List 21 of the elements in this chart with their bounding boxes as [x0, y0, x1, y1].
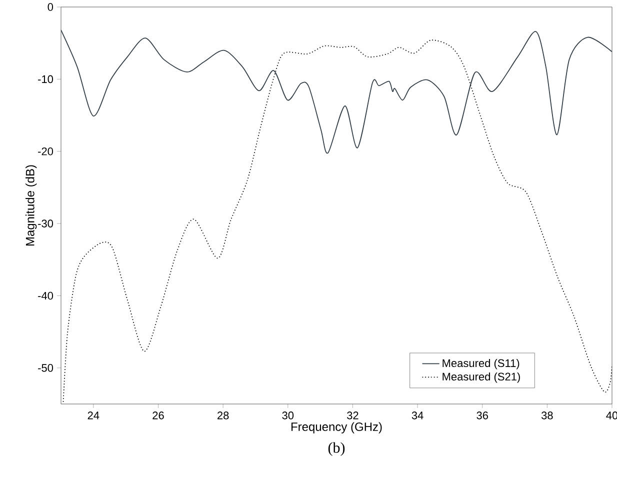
legend-label: Measured (S11): [442, 358, 520, 370]
y-tick-label: -10: [38, 75, 54, 84]
y-tick-label: -30: [38, 220, 54, 228]
y-axis-title: Magnitude (dB): [26, 165, 37, 246]
text: (b): [328, 442, 345, 456]
y-tick-label: -50: [38, 364, 54, 372]
y-tick-label: -40: [38, 292, 54, 300]
y-tick-label: 0: [48, 3, 54, 11]
x-tick-label: 30: [282, 412, 294, 420]
x-tick-label: 38: [541, 412, 553, 420]
x-tick-label: 32: [347, 412, 358, 420]
x-tick-label: 36: [476, 412, 488, 420]
x-tick-label: 28: [217, 412, 229, 420]
line-series: [61, 30, 612, 154]
line-series: [62, 40, 612, 402]
x-tick-label: 24: [88, 412, 100, 420]
y-tick-label: -20: [38, 147, 54, 156]
x-tick-label: 34: [412, 412, 424, 420]
x-axis-title: Frequency (GHz): [291, 422, 382, 434]
legend-label: Measured (S21): [442, 372, 520, 383]
x-tick-label: 26: [152, 412, 164, 420]
